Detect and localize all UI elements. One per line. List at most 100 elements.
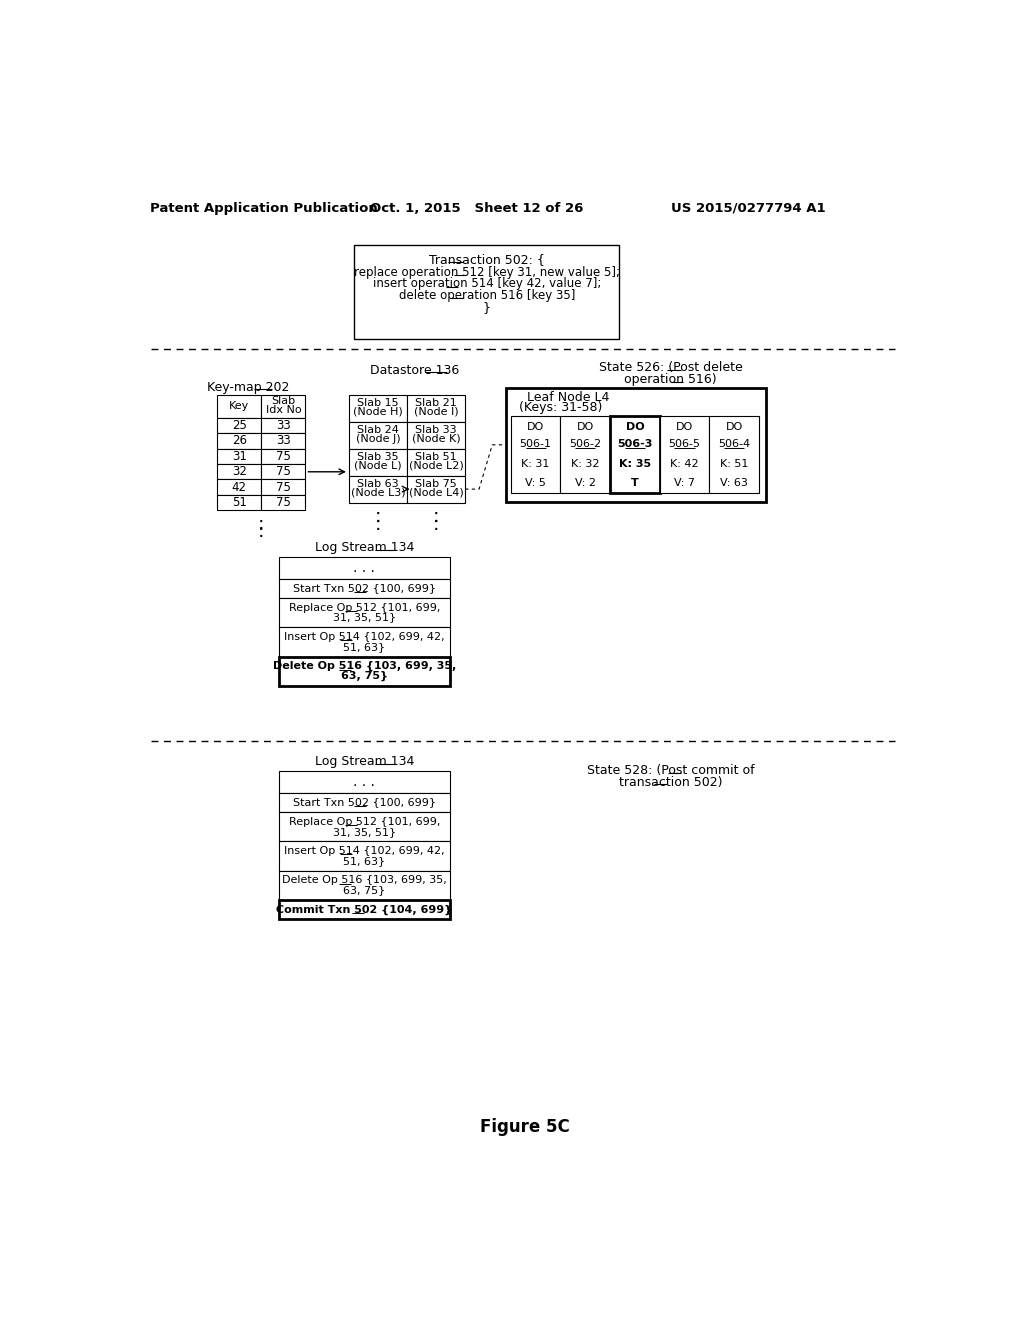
Text: K: 31: K: 31 xyxy=(521,459,550,469)
Text: (Keys: 31-58): (Keys: 31-58) xyxy=(519,401,602,414)
Text: Replace Op 512 {101, 699,: Replace Op 512 {101, 699, xyxy=(289,817,440,826)
Text: 31, 35, 51}: 31, 35, 51} xyxy=(333,612,396,623)
Text: replace operation 512 [key 31, new value 5];: replace operation 512 [key 31, new value… xyxy=(354,265,620,279)
Text: (Node H): (Node H) xyxy=(353,407,402,417)
Text: insert operation 514 [key 42, value 7];: insert operation 514 [key 42, value 7]; xyxy=(373,277,601,290)
Bar xyxy=(261,479,305,495)
Text: Slab 21: Slab 21 xyxy=(415,399,457,408)
Text: V: 63: V: 63 xyxy=(720,478,748,488)
Text: Slab 51: Slab 51 xyxy=(416,453,457,462)
Text: Key-map 202: Key-map 202 xyxy=(207,380,290,393)
Text: 51: 51 xyxy=(231,496,247,510)
Text: Start Txn 502 {100, 699}: Start Txn 502 {100, 699} xyxy=(293,797,436,808)
Bar xyxy=(354,244,620,339)
Bar xyxy=(261,395,305,418)
Text: V: 2: V: 2 xyxy=(574,478,596,488)
Text: 75: 75 xyxy=(275,450,291,463)
Bar xyxy=(349,395,407,422)
Text: (Node L4): (Node L4) xyxy=(409,487,464,498)
Text: Figure 5C: Figure 5C xyxy=(480,1118,569,1137)
Text: :: : xyxy=(375,515,381,533)
Bar xyxy=(280,871,450,900)
Bar xyxy=(280,841,450,871)
Bar xyxy=(217,395,261,418)
Text: 42: 42 xyxy=(231,480,247,494)
Text: Slab: Slab xyxy=(271,396,296,407)
Bar xyxy=(261,449,305,465)
Text: operation 516): operation 516) xyxy=(625,372,717,385)
Bar xyxy=(217,479,261,495)
Text: 51, 63}: 51, 63} xyxy=(343,855,385,866)
Text: Oct. 1, 2015   Sheet 12 of 26: Oct. 1, 2015 Sheet 12 of 26 xyxy=(370,202,584,215)
Bar xyxy=(280,598,450,627)
Bar xyxy=(261,418,305,433)
Text: 25: 25 xyxy=(231,418,247,432)
Text: 506-2: 506-2 xyxy=(569,440,601,449)
Text: Slab 33: Slab 33 xyxy=(416,425,457,436)
Text: Idx No: Idx No xyxy=(265,405,301,416)
Text: Slab 24: Slab 24 xyxy=(357,425,399,436)
Text: DO: DO xyxy=(676,422,693,432)
Bar xyxy=(280,557,450,579)
Text: T: T xyxy=(631,478,639,488)
Text: Delete Op 516 {103, 699, 35,: Delete Op 516 {103, 699, 35, xyxy=(272,661,456,672)
Text: Delete Op 516 {103, 699, 35,: Delete Op 516 {103, 699, 35, xyxy=(282,875,446,886)
Bar xyxy=(659,416,710,492)
Bar xyxy=(407,449,465,475)
Text: }: } xyxy=(483,301,490,314)
Text: 506-1: 506-1 xyxy=(519,440,552,449)
Bar xyxy=(261,433,305,449)
Text: K: 32: K: 32 xyxy=(571,459,599,469)
Text: US 2015/0277794 A1: US 2015/0277794 A1 xyxy=(671,202,825,215)
Text: 26: 26 xyxy=(231,434,247,447)
Text: 33: 33 xyxy=(276,434,291,447)
Bar xyxy=(407,422,465,449)
Text: (Node L): (Node L) xyxy=(354,461,401,471)
Text: Insert Op 514 {102, 699, 42,: Insert Op 514 {102, 699, 42, xyxy=(284,846,444,857)
Text: :: : xyxy=(433,507,439,525)
Text: 33: 33 xyxy=(276,418,291,432)
Bar xyxy=(511,416,560,492)
Text: 32: 32 xyxy=(231,465,247,478)
Bar xyxy=(280,900,450,919)
Bar xyxy=(349,422,407,449)
Text: State 526: (Post delete: State 526: (Post delete xyxy=(599,362,742,375)
Text: 31: 31 xyxy=(231,450,247,463)
Text: DO: DO xyxy=(725,422,742,432)
Bar xyxy=(280,793,450,812)
Bar xyxy=(407,395,465,422)
Text: K: 42: K: 42 xyxy=(670,459,698,469)
Text: Log Stream 134: Log Stream 134 xyxy=(314,755,414,768)
Text: Log Stream 134: Log Stream 134 xyxy=(314,541,414,554)
Text: Datastore 136: Datastore 136 xyxy=(370,363,460,376)
Text: 75: 75 xyxy=(275,480,291,494)
Bar xyxy=(560,416,610,492)
Bar xyxy=(407,475,465,503)
Bar xyxy=(217,495,261,511)
Text: (Node L2): (Node L2) xyxy=(409,461,464,471)
Text: Slab 35: Slab 35 xyxy=(357,453,398,462)
Text: . . .: . . . xyxy=(353,561,376,576)
Text: Commit Txn 502 {104, 699}: Commit Txn 502 {104, 699} xyxy=(276,904,453,915)
Bar xyxy=(506,388,766,502)
Bar xyxy=(261,495,305,511)
Text: . . .: . . . xyxy=(353,775,376,789)
Bar xyxy=(280,579,450,598)
Text: DO: DO xyxy=(527,422,545,432)
Text: transaction 502): transaction 502) xyxy=(618,776,722,788)
Text: 506-5: 506-5 xyxy=(669,440,700,449)
Text: :: : xyxy=(258,515,264,533)
Bar xyxy=(261,465,305,479)
Text: Transaction 502: {: Transaction 502: { xyxy=(429,252,545,265)
Text: Slab 63: Slab 63 xyxy=(357,479,398,490)
Text: Slab 15: Slab 15 xyxy=(357,399,398,408)
Bar xyxy=(280,627,450,656)
Text: 63, 75}: 63, 75} xyxy=(341,671,388,681)
Text: 506-4: 506-4 xyxy=(718,440,751,449)
Text: 51, 63}: 51, 63} xyxy=(343,642,385,652)
Text: K: 51: K: 51 xyxy=(720,459,749,469)
Text: 75: 75 xyxy=(275,465,291,478)
Bar xyxy=(280,656,450,686)
Bar xyxy=(280,771,450,793)
Text: V: 7: V: 7 xyxy=(674,478,695,488)
